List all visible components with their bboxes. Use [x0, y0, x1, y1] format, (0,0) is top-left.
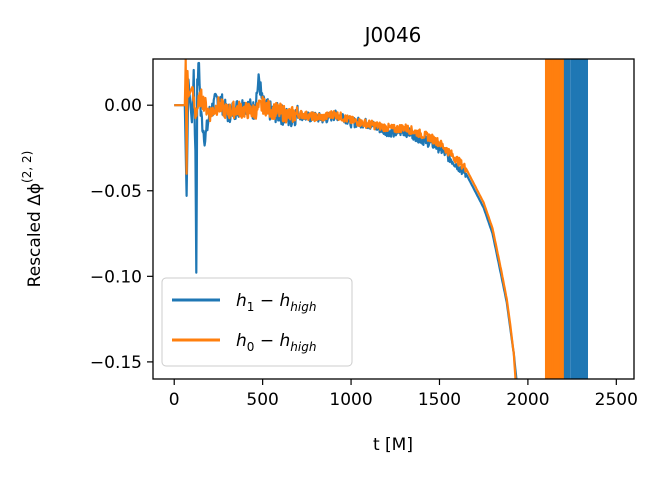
legend-h0-base: h	[236, 331, 247, 351]
y-tick-label: 0.00	[104, 96, 142, 116]
series-line-h0	[173, 59, 517, 379]
x-tick-label: 500	[246, 390, 278, 410]
y-axis-label-superscript: (2, 2)	[20, 151, 34, 183]
y-tick-label: −0.10	[90, 267, 142, 287]
legend-h1-sub: 1	[247, 300, 255, 314]
x-tick-label: 2000	[506, 390, 549, 410]
y-tick-label: −0.05	[90, 182, 142, 202]
x-tick-label: 0	[169, 390, 180, 410]
plot-area	[173, 59, 589, 379]
legend-h1-tail: h	[279, 291, 290, 311]
axes-frame	[152, 58, 635, 380]
legend-label-h1: h1 − hhigh	[236, 291, 316, 314]
x-axis: 0 500 1000 1500 2000 2500	[169, 379, 638, 410]
legend: h1 − hhigh h0 − hhigh	[161, 277, 353, 367]
legend-h0-tail: h	[279, 331, 290, 351]
x-tick-label: 2500	[595, 390, 638, 410]
y-axis-label-text: Rescaled Δϕ	[25, 183, 45, 287]
legend-h0-sub: 0	[247, 340, 255, 354]
y-axis: 0.00 −0.05 −0.10 −0.15	[90, 96, 153, 373]
x-tick-label: 1000	[329, 390, 372, 410]
chart-title: J0046	[363, 23, 422, 47]
legend-h1-tail-sub: high	[290, 300, 316, 314]
x-axis-label: t [M]	[373, 435, 413, 455]
legend-h1-base: h	[236, 291, 247, 311]
y-tick-label: −0.15	[90, 353, 142, 373]
legend-h0-minus: −	[254, 331, 279, 351]
legend-label-h0: h0 − hhigh	[236, 331, 316, 354]
legend-h1-minus: −	[254, 291, 279, 311]
x-tick-label: 1500	[418, 390, 461, 410]
legend-h0-tail-sub: high	[290, 340, 316, 354]
y-axis-label: Rescaled Δϕ(2, 2)	[20, 151, 45, 288]
